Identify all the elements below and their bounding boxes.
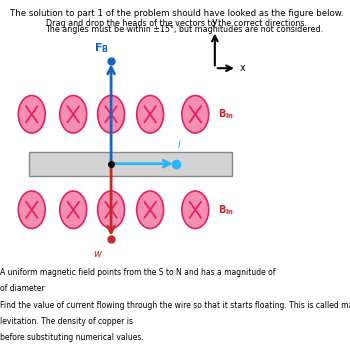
Text: Drag and drop the heads of the vectors to the correct directions.: Drag and drop the heads of the vectors t…	[46, 19, 307, 28]
Circle shape	[137, 191, 163, 228]
Text: The angles must be within ±15°, but magnitudes are not considered.: The angles must be within ±15°, but magn…	[46, 25, 324, 34]
Text: w: w	[94, 249, 102, 259]
Text: levitation. The density of copper is: levitation. The density of copper is	[0, 317, 135, 326]
Text: $\mathbf{B_{in}}$: $\mathbf{B_{in}}$	[218, 203, 235, 217]
Text: A uniform magnetic field points from the S to N and has a magnitude of: A uniform magnetic field points from the…	[0, 268, 278, 277]
Text: $\mathbf{B_{in}}$: $\mathbf{B_{in}}$	[218, 107, 235, 121]
Text: $\mathbf{F_B}$: $\mathbf{F_B}$	[94, 41, 109, 55]
Text: x: x	[239, 63, 245, 73]
Circle shape	[137, 96, 163, 133]
Text: I: I	[178, 140, 181, 150]
Text: Find the value of current flowing through the wire so that it starts floating. T: Find the value of current flowing throug…	[0, 301, 350, 310]
Circle shape	[182, 191, 209, 228]
Text: of diameter: of diameter	[0, 284, 47, 293]
FancyBboxPatch shape	[29, 152, 232, 176]
Text: y: y	[212, 17, 218, 27]
Circle shape	[60, 96, 87, 133]
Circle shape	[18, 96, 45, 133]
Circle shape	[18, 191, 45, 228]
Circle shape	[98, 96, 125, 133]
Circle shape	[60, 191, 87, 228]
Text: before substituting numerical values.: before substituting numerical values.	[0, 333, 144, 342]
Circle shape	[98, 191, 125, 228]
Text: The solution to part 1 of the problem should have looked as the figure below.: The solution to part 1 of the problem sh…	[10, 9, 344, 18]
Circle shape	[182, 96, 209, 133]
